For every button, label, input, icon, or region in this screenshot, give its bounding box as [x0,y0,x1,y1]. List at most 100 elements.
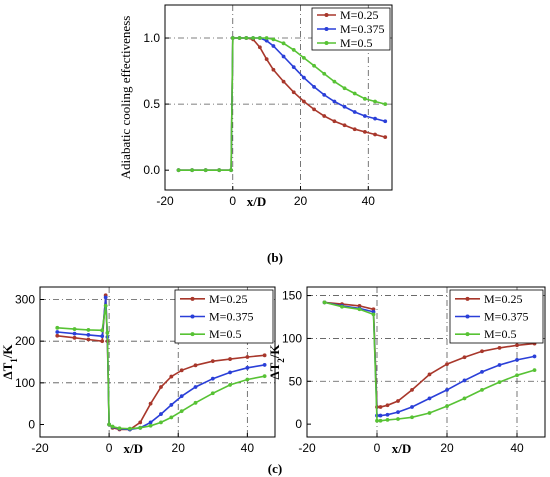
data-point [159,385,163,389]
series-markers-M=0.5 [322,300,537,423]
data-point [480,349,484,354]
data-point [110,424,115,429]
data-point [55,333,60,338]
data-point [103,303,108,308]
legend-swatch-marker [465,296,470,301]
legend-swatch-marker [324,27,329,31]
data-point [281,79,286,84]
x-axis-label: x/D [392,441,412,456]
data-point [383,119,388,124]
data-point [55,325,60,330]
data-point [373,132,377,137]
legend-swatch-marker [465,332,470,337]
data-point [55,330,60,334]
y-tick-label: 1.0 [143,31,160,45]
x-tick-label: 0 [106,441,113,455]
data-point [410,415,414,420]
data-point [271,44,276,48]
data-point [342,104,347,109]
data-point [480,369,484,374]
data-point [176,168,181,173]
data-point [385,412,390,417]
data-point [373,116,377,121]
x-tick-label: 0 [374,441,381,455]
plot-frame [164,4,393,191]
data-point [497,345,502,350]
data-point [312,85,316,89]
data-point [291,90,296,95]
series-line-M=0.5 [324,301,535,422]
y-axis-label-subscript: 1 [9,358,19,363]
data-point [410,405,414,409]
data-point [302,55,306,60]
legend-entry: M=0.375 [340,22,384,36]
legend-entry: M=0.25 [340,8,378,22]
x-tick-label: 0 [229,194,236,208]
data-point [532,368,537,373]
data-point [230,36,235,40]
data-point [264,38,269,43]
legend-entry: M=0.5 [209,327,241,341]
data-point [203,168,208,173]
data-point [373,99,377,104]
x-tick-label: -20 [298,441,316,455]
y-axis-label-unit: /K [267,344,282,360]
data-point [497,363,502,367]
y-tick-label: 100 [15,376,35,390]
data-point [445,387,449,392]
data-point [378,405,383,409]
data-point [396,399,400,403]
y-axis-label: ΔT2/K [267,344,286,380]
data-point [229,168,233,173]
data-point [148,423,153,428]
data-point [86,328,91,332]
data-point [86,337,91,342]
data-point [262,353,267,358]
y-axis-label-subscript: 2 [276,358,286,363]
legend-swatch-marker [190,332,195,337]
y-tick-label: 300 [15,293,35,307]
data-point [410,387,414,392]
data-point [251,36,255,40]
data-point [302,75,306,80]
data-point [117,426,122,431]
data-point [291,48,296,52]
data-point [427,411,432,415]
data-point [532,354,537,359]
data-point [169,415,174,420]
legend-entry: M=0.375 [209,310,253,324]
x-tick-label: 40 [510,441,524,455]
data-point [378,413,383,418]
y-tick-label: 0.5 [143,97,160,111]
series-markers-M=0.5 [176,36,388,173]
y-tick-label: 0.0 [143,163,160,177]
data-point [302,99,306,104]
data-point [362,96,367,101]
data-point [210,359,215,364]
data-point [228,370,232,375]
y-tick-label: 100 [282,331,302,345]
data-point [264,36,269,40]
legend-entry: M=0.25 [484,292,522,306]
legend-swatch-marker [190,314,195,319]
x-tick-label: 20 [172,441,186,455]
x-tick-label: 40 [241,441,255,455]
legend-swatch-marker [465,314,470,319]
data-point [244,36,249,40]
data-point [445,362,449,367]
data-point [100,339,105,344]
data-point [179,368,184,373]
series-line-M=0.375 [324,301,535,417]
series-markers-M=0.25 [55,293,267,432]
data-point [245,355,250,359]
x-axis-label: x/D [247,194,267,209]
plot-frame [306,286,546,438]
data-point [271,67,276,72]
series-line-M=0.5 [57,305,265,430]
data-point [352,127,357,132]
data-point [193,363,198,368]
legend-entry: M=0.375 [484,310,528,324]
y-axis-label: Adiabatic cooling effectiveness [118,16,133,180]
caption-b: (b) [267,250,283,265]
